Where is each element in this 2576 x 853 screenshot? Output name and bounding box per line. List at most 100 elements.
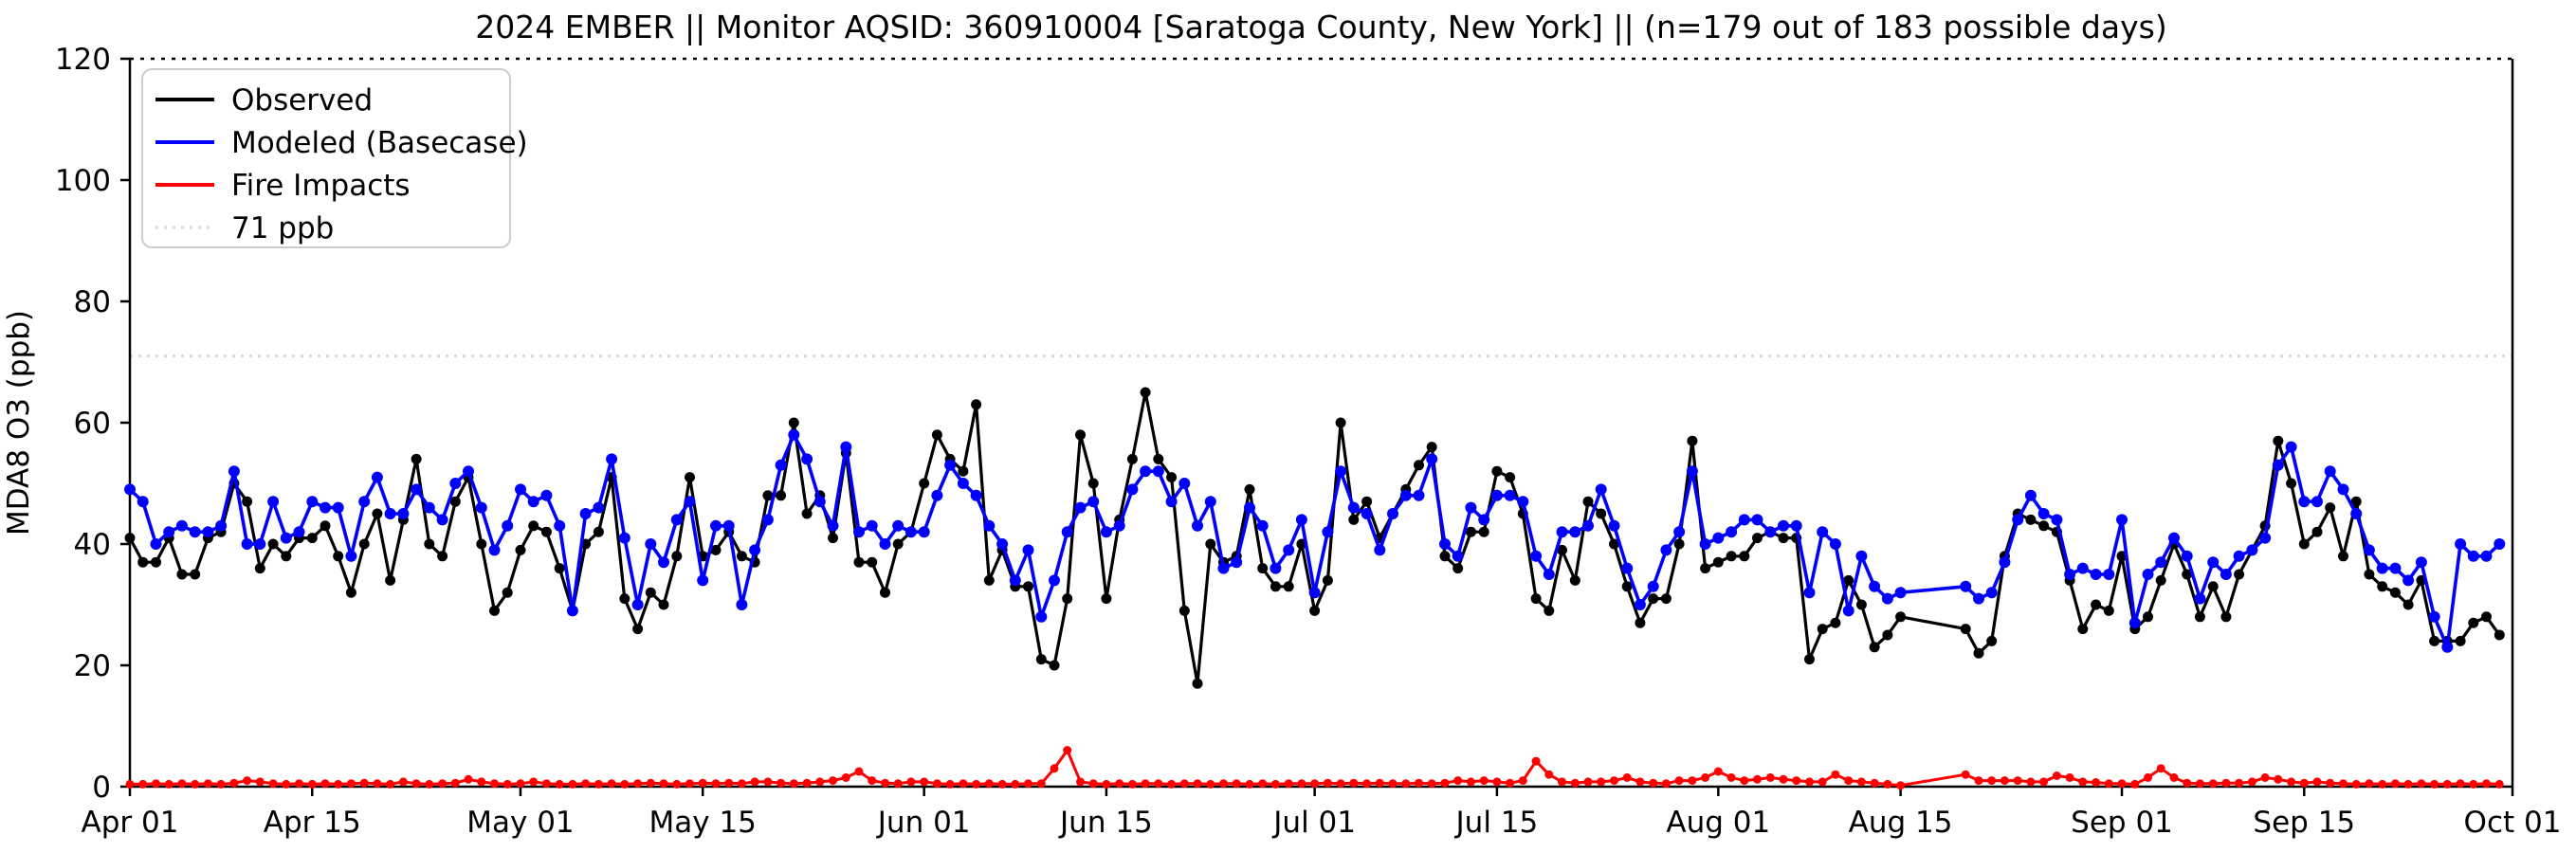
modeled-markers <box>124 428 2506 653</box>
modeled-point <box>397 508 410 519</box>
observed-point <box>2494 629 2505 641</box>
modeled-point <box>137 496 149 508</box>
modeled-point <box>1374 544 1386 556</box>
observed-point <box>1426 442 1437 453</box>
modeled-point <box>1881 592 1893 605</box>
fire-impacts-point <box>229 778 239 788</box>
modeled-point <box>1726 526 1738 538</box>
modeled-point <box>163 526 175 538</box>
modeled-point <box>1829 538 1841 550</box>
fire-impacts-point <box>282 779 291 789</box>
observed-point <box>1895 611 1907 623</box>
fire-impacts-point <box>2417 779 2426 789</box>
observed-point <box>2220 611 2232 623</box>
modeled-point <box>1504 489 1516 501</box>
observed-point <box>710 544 722 555</box>
fire-impacts-point <box>802 778 812 788</box>
observed-point <box>449 496 461 507</box>
modeled-point <box>1192 519 1203 532</box>
modeled-point <box>1985 587 1998 599</box>
modeled-point <box>2389 562 2402 574</box>
modeled-point <box>2363 544 2375 556</box>
observed-point <box>489 605 500 616</box>
x-tick-label: Apr 15 <box>264 806 361 840</box>
observed-point <box>2273 435 2284 446</box>
observed-point <box>281 551 292 562</box>
modeled-point <box>1869 580 1881 592</box>
modeled-point <box>1621 562 1634 574</box>
observed-point <box>1582 496 1594 507</box>
x-tick-label: Apr 01 <box>82 806 179 840</box>
fire-impacts-point <box>1349 778 1359 788</box>
fire-impacts-point <box>2065 772 2074 782</box>
observed-point <box>2481 611 2492 623</box>
observed-point <box>437 551 448 562</box>
observed-point <box>1544 605 1555 616</box>
fire-impacts-point <box>789 779 798 789</box>
fire-impacts-point <box>2104 779 2113 789</box>
observed-point <box>1609 538 1619 550</box>
fire-impacts-point <box>1779 774 1788 784</box>
observed-point <box>776 490 787 501</box>
observed-point <box>1778 533 1789 544</box>
observed-point <box>1986 635 1998 646</box>
observed-point <box>2155 574 2166 586</box>
observed-point <box>1804 654 1815 665</box>
fire-impacts-point <box>1870 778 1879 788</box>
observed-point <box>267 538 279 550</box>
modeled-point <box>2155 556 2167 569</box>
fire-impacts-point <box>1765 772 1775 782</box>
fire-impacts-point <box>829 776 837 786</box>
fire-impacts-point <box>906 777 916 787</box>
fire-impacts-point <box>1011 779 1020 789</box>
modeled-point <box>2194 592 2206 605</box>
modeled-point <box>527 496 539 508</box>
fire-impacts-point <box>2130 779 2140 789</box>
fire-impacts-point <box>2156 764 2165 773</box>
observed-point <box>919 478 930 489</box>
modeled-point <box>332 501 344 514</box>
modeled-point <box>475 501 487 514</box>
fire-impacts-point <box>2183 778 2192 788</box>
fire-impacts-point <box>295 779 303 789</box>
observed-point <box>1087 478 1099 489</box>
observed-point <box>2325 502 2336 514</box>
fire-impacts-point <box>1856 777 1866 787</box>
observed-point <box>2207 581 2219 592</box>
observed-point <box>2364 569 2375 580</box>
observed-point <box>124 533 136 544</box>
fire-impacts-point <box>346 779 356 789</box>
modeled-point <box>879 538 891 550</box>
observed-point <box>958 465 969 477</box>
fire-impacts-point <box>2221 778 2231 788</box>
fire-impacts-point <box>2430 779 2439 789</box>
modeled-point <box>579 508 592 519</box>
fire-impacts-point <box>1610 776 1618 786</box>
observed-point <box>1648 593 1659 605</box>
observed-point <box>2194 611 2205 623</box>
modeled-point <box>1035 610 1048 623</box>
fire-impacts-point <box>1427 779 1436 789</box>
observed-point <box>1439 551 1451 562</box>
modeled-point <box>983 519 996 532</box>
fire-impacts-point <box>2260 772 2270 782</box>
modeled-point <box>1113 519 1125 532</box>
fire-impacts-point <box>2078 777 2088 787</box>
fire-impacts-point <box>541 779 551 789</box>
modeled-point <box>1335 465 1347 478</box>
observed-point <box>2377 581 2388 592</box>
modeled-point <box>1556 526 1568 538</box>
fire-impacts-point <box>724 778 734 788</box>
modeled-point <box>1960 580 1972 592</box>
observed-point <box>2091 599 2102 610</box>
observed-point <box>2286 478 2297 489</box>
fire-impacts-point <box>1141 779 1150 789</box>
modeled-point <box>761 514 774 526</box>
fire-impacts-point <box>2469 779 2478 789</box>
fire-impacts-point <box>2378 779 2387 789</box>
fire-impacts-point <box>984 779 994 789</box>
observed-point <box>853 556 865 568</box>
fire-impacts-point <box>2339 779 2348 789</box>
fire-impacts-point <box>2092 778 2101 787</box>
observed-point <box>1205 538 1216 550</box>
